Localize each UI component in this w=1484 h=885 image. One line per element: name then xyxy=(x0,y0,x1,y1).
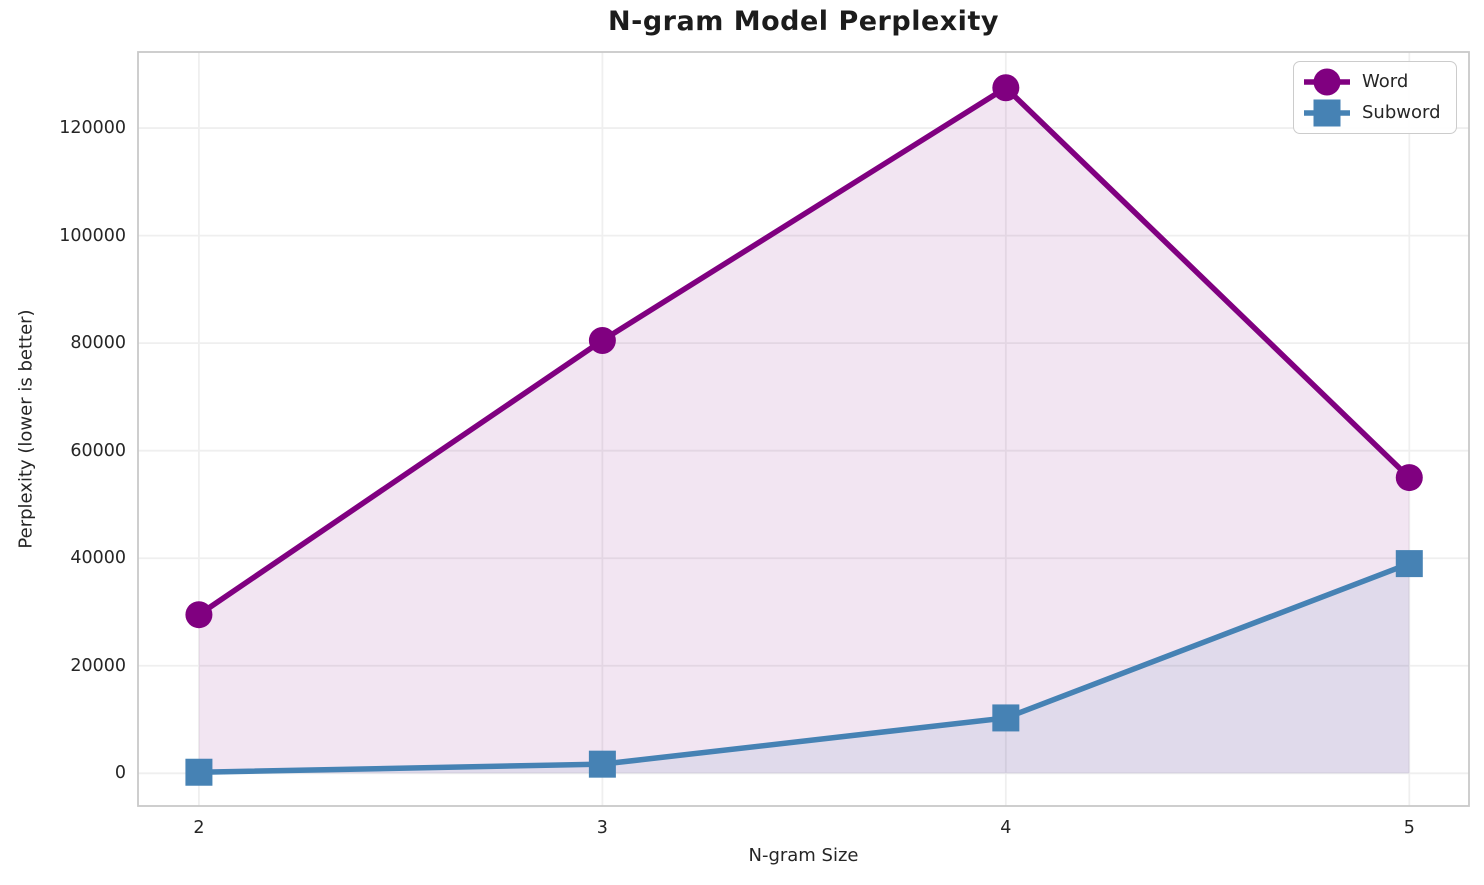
subword-data-point xyxy=(185,758,213,786)
subword-area-fill xyxy=(198,563,1410,774)
x-tick-label: 2 xyxy=(193,818,205,838)
y-tick-label: 60000 xyxy=(70,440,126,461)
word-data-point xyxy=(1395,464,1423,492)
word-area-fill xyxy=(198,87,1410,774)
x-axis-label: N-gram Size xyxy=(748,845,859,866)
x-tick-label: 4 xyxy=(1000,818,1012,838)
legend-label-subword: Subword xyxy=(1362,102,1441,123)
y-tick-label: 40000 xyxy=(70,548,126,569)
word-data-point xyxy=(588,326,616,354)
legend-item-subword: Subword xyxy=(1302,98,1446,127)
word-data-point xyxy=(992,74,1020,102)
y-tick-label: 100000 xyxy=(59,225,126,246)
subword-line-square-icon xyxy=(1304,99,1350,126)
word-data-point xyxy=(185,601,213,629)
word-series-line xyxy=(196,84,1413,618)
y-tick-label: 120000 xyxy=(59,118,126,139)
legend: Word Subword xyxy=(1293,61,1457,134)
x-tick-label: 3 xyxy=(596,818,608,838)
legend-label-word: Word xyxy=(1362,71,1409,92)
subword-data-point xyxy=(588,750,616,778)
subword-data-point xyxy=(1395,550,1423,578)
subword-data-point xyxy=(992,704,1020,732)
y-tick-label: 80000 xyxy=(70,333,126,354)
y-axis-label: Perplexity (lower is better) xyxy=(15,309,37,549)
plot-frame xyxy=(137,51,1470,807)
y-tick-label: 0 xyxy=(114,763,126,784)
chart-title: N-gram Model Perplexity xyxy=(608,6,999,37)
x-tick-label: 5 xyxy=(1403,818,1415,838)
legend-item-word: Word xyxy=(1302,67,1446,96)
y-tick-label: 20000 xyxy=(70,655,126,676)
word-line-circle-icon xyxy=(1304,68,1350,95)
subword-series-line xyxy=(196,560,1413,775)
